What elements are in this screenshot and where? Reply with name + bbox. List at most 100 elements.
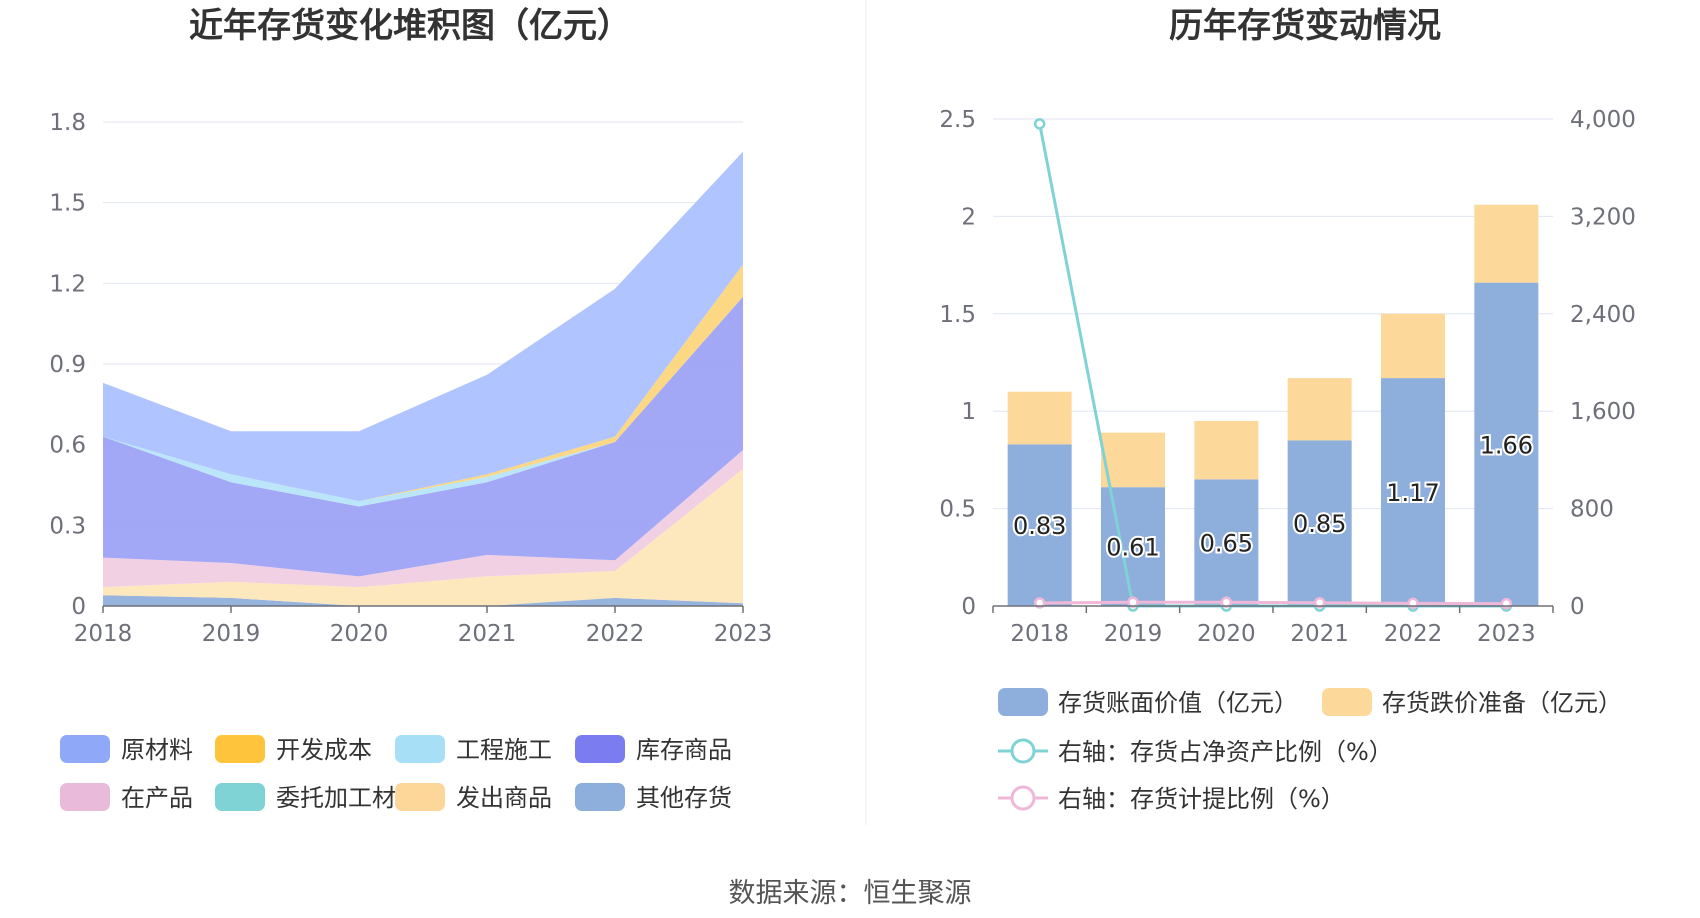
bar-存货账面价值（亿元）-2021[interactable] bbox=[1287, 440, 1352, 606]
bar-存货跌价准备（亿元）-2018[interactable] bbox=[1007, 391, 1072, 445]
legend-label: 开发成本 bbox=[276, 736, 372, 764]
bar-存货跌价准备（亿元）-2021[interactable] bbox=[1287, 378, 1352, 441]
legend-label: 存货账面价值（亿元） bbox=[1058, 689, 1298, 717]
legend-item-委托加工材料[interactable]: 委托加工材料 bbox=[215, 783, 420, 812]
right-x-tick-label: 2018 bbox=[1010, 621, 1069, 647]
legend-swatch bbox=[1322, 688, 1372, 716]
right-y-left-tick-label: 2.5 bbox=[939, 107, 976, 133]
bar-存货跌价准备（亿元）-2020[interactable] bbox=[1194, 420, 1259, 480]
right-y-right-tick-label: 4,000 bbox=[1570, 107, 1636, 133]
bar-value-label: 0.61 bbox=[1106, 534, 1159, 562]
legend-swatch bbox=[215, 783, 265, 811]
legend-swatch bbox=[395, 783, 445, 811]
legend-marker bbox=[1010, 785, 1036, 811]
legend-item-原材料[interactable]: 原材料 bbox=[60, 735, 193, 764]
bar-存货账面价值（亿元）-2020[interactable] bbox=[1194, 479, 1259, 606]
legend-swatch bbox=[395, 735, 445, 763]
legend-label: 存货跌价准备（亿元） bbox=[1382, 689, 1622, 717]
right-chart-title: 历年存货变动情况 bbox=[1169, 6, 1441, 46]
data-source-label: 数据来源：恒生聚源 bbox=[729, 878, 972, 909]
right-x-tick-label: 2019 bbox=[1104, 621, 1163, 647]
right-x-tick-label: 2023 bbox=[1477, 621, 1536, 647]
bar-value-label: 1.17 bbox=[1386, 479, 1439, 507]
right-y-right-tick-label: 3,200 bbox=[1570, 204, 1636, 230]
bar-存货账面价值（亿元）-2023[interactable] bbox=[1474, 282, 1539, 606]
right-x-tick-label: 2022 bbox=[1384, 621, 1443, 647]
left-x-tick-label: 2018 bbox=[74, 621, 133, 647]
legend-item-存货账面价值（亿元）[interactable]: 存货账面价值（亿元） bbox=[998, 688, 1298, 717]
legend-swatch bbox=[998, 688, 1048, 716]
right-y-right-tick-label: 800 bbox=[1570, 497, 1614, 523]
area-series-发出商品 bbox=[103, 468, 743, 606]
bar-value-label: 1.66 bbox=[1480, 431, 1533, 459]
area-series-其他存货 bbox=[103, 595, 743, 606]
left-y-tick-label: 1.5 bbox=[49, 191, 86, 217]
left-y-tick-label: 1.2 bbox=[49, 271, 86, 297]
legend-item-右轴：存货计提比例（%）[interactable]: 右轴：存货计提比例（%） bbox=[998, 785, 1345, 813]
line-point[interactable] bbox=[1033, 118, 1046, 130]
bar-存货账面价值（亿元）-2018[interactable] bbox=[1007, 444, 1072, 606]
legend-item-存货跌价准备（亿元）[interactable]: 存货跌价准备（亿元） bbox=[1322, 688, 1622, 717]
left-x-tick-label: 2022 bbox=[586, 621, 645, 647]
legend-swatch bbox=[60, 735, 110, 763]
left-x-tick-label: 2023 bbox=[714, 621, 773, 647]
legend-item-开发成本[interactable]: 开发成本 bbox=[215, 735, 372, 764]
right-x-tick-label: 2020 bbox=[1197, 621, 1256, 647]
left-y-tick-label: 0.3 bbox=[49, 513, 86, 539]
left-y-tick-label: 1.8 bbox=[49, 110, 86, 136]
right-y-left-tick-label: 0 bbox=[961, 594, 976, 620]
left-chart-title: 近年存货变化堆积图（亿元） bbox=[189, 6, 631, 46]
area-series-库存商品 bbox=[103, 296, 743, 577]
legend-swatch bbox=[575, 735, 625, 763]
bar-存货跌价准备（亿元）-2022[interactable] bbox=[1381, 313, 1445, 379]
legend-label: 其他存货 bbox=[636, 784, 732, 812]
legend-label: 右轴：存货占净资产比例（%） bbox=[1058, 738, 1393, 766]
legend-swatch bbox=[215, 735, 265, 763]
legend-label: 原材料 bbox=[121, 736, 193, 764]
left-y-tick-label: 0 bbox=[71, 594, 86, 620]
bar-value-label: 0.65 bbox=[1200, 530, 1253, 558]
legend-label: 发出商品 bbox=[456, 784, 552, 812]
right-y-right-tick-label: 1,600 bbox=[1570, 399, 1636, 425]
bar-存货账面价值（亿元）-2022[interactable] bbox=[1381, 378, 1445, 606]
legend-label: 右轴：存货计提比例（%） bbox=[1058, 785, 1345, 813]
right-y-left-tick-label: 1 bbox=[961, 399, 976, 425]
legend-item-右轴：存货占净资产比例（%）[interactable]: 右轴：存货占净资产比例（%） bbox=[998, 738, 1393, 766]
right-y-left-tick-label: 0.5 bbox=[939, 497, 976, 523]
bar-存货账面价值（亿元）-2019[interactable] bbox=[1101, 487, 1165, 606]
right-y-left-tick-label: 1.5 bbox=[939, 302, 976, 328]
right-y-right-tick-label: 2,400 bbox=[1570, 302, 1636, 328]
legend-item-其他存货[interactable]: 其他存货 bbox=[575, 783, 732, 812]
left-x-tick-label: 2020 bbox=[330, 621, 389, 647]
bar-line-chart: 历年存货变动情况 0.83 0.61 0.65 0.85 1.17 1.66 0 0 0.5 8… bbox=[939, 6, 1635, 813]
legend-swatch bbox=[575, 783, 625, 811]
legend-label: 库存商品 bbox=[636, 736, 732, 764]
left-x-tick-label: 2021 bbox=[458, 621, 517, 647]
bar-value-label: 0.83 bbox=[1013, 512, 1066, 540]
right-x-tick-label: 2021 bbox=[1290, 621, 1349, 647]
left-y-tick-label: 0.6 bbox=[49, 433, 86, 459]
legend-swatch bbox=[60, 783, 110, 811]
line-point[interactable] bbox=[1500, 597, 1513, 610]
left-y-tick-label: 0.9 bbox=[49, 352, 86, 378]
right-y-left-tick-label: 2 bbox=[961, 204, 976, 230]
area-series-在产品 bbox=[103, 450, 743, 588]
legend-label: 在产品 bbox=[121, 784, 193, 812]
bar-存货跌价准备（亿元）-2023[interactable] bbox=[1474, 204, 1539, 283]
line-point[interactable] bbox=[1313, 596, 1326, 609]
legend-item-工程施工[interactable]: 工程施工 bbox=[395, 735, 552, 764]
bar-value-label: 0.85 bbox=[1293, 510, 1346, 538]
left-x-tick-label: 2019 bbox=[202, 621, 261, 647]
line-point[interactable] bbox=[1033, 597, 1046, 609]
right-y-right-tick-label: 0 bbox=[1570, 594, 1585, 620]
legend-item-发出商品[interactable]: 发出商品 bbox=[395, 783, 552, 812]
legend-label: 工程施工 bbox=[456, 736, 552, 764]
legend-marker bbox=[1010, 738, 1036, 764]
legend-item-在产品[interactable]: 在产品 bbox=[60, 783, 193, 812]
stacked-area-chart: 近年存货变化堆积图（亿元） 0 0.3 0.6 0.9 1.2 1.5 1.8 2018 201… bbox=[49, 6, 772, 812]
area-series-原材料 bbox=[103, 151, 743, 502]
bar-存货跌价准备（亿元）-2019[interactable] bbox=[1101, 432, 1165, 488]
line-series-右轴：存货计提比例（%） bbox=[1039, 600, 1507, 606]
legend-item-库存商品[interactable]: 库存商品 bbox=[575, 735, 732, 764]
